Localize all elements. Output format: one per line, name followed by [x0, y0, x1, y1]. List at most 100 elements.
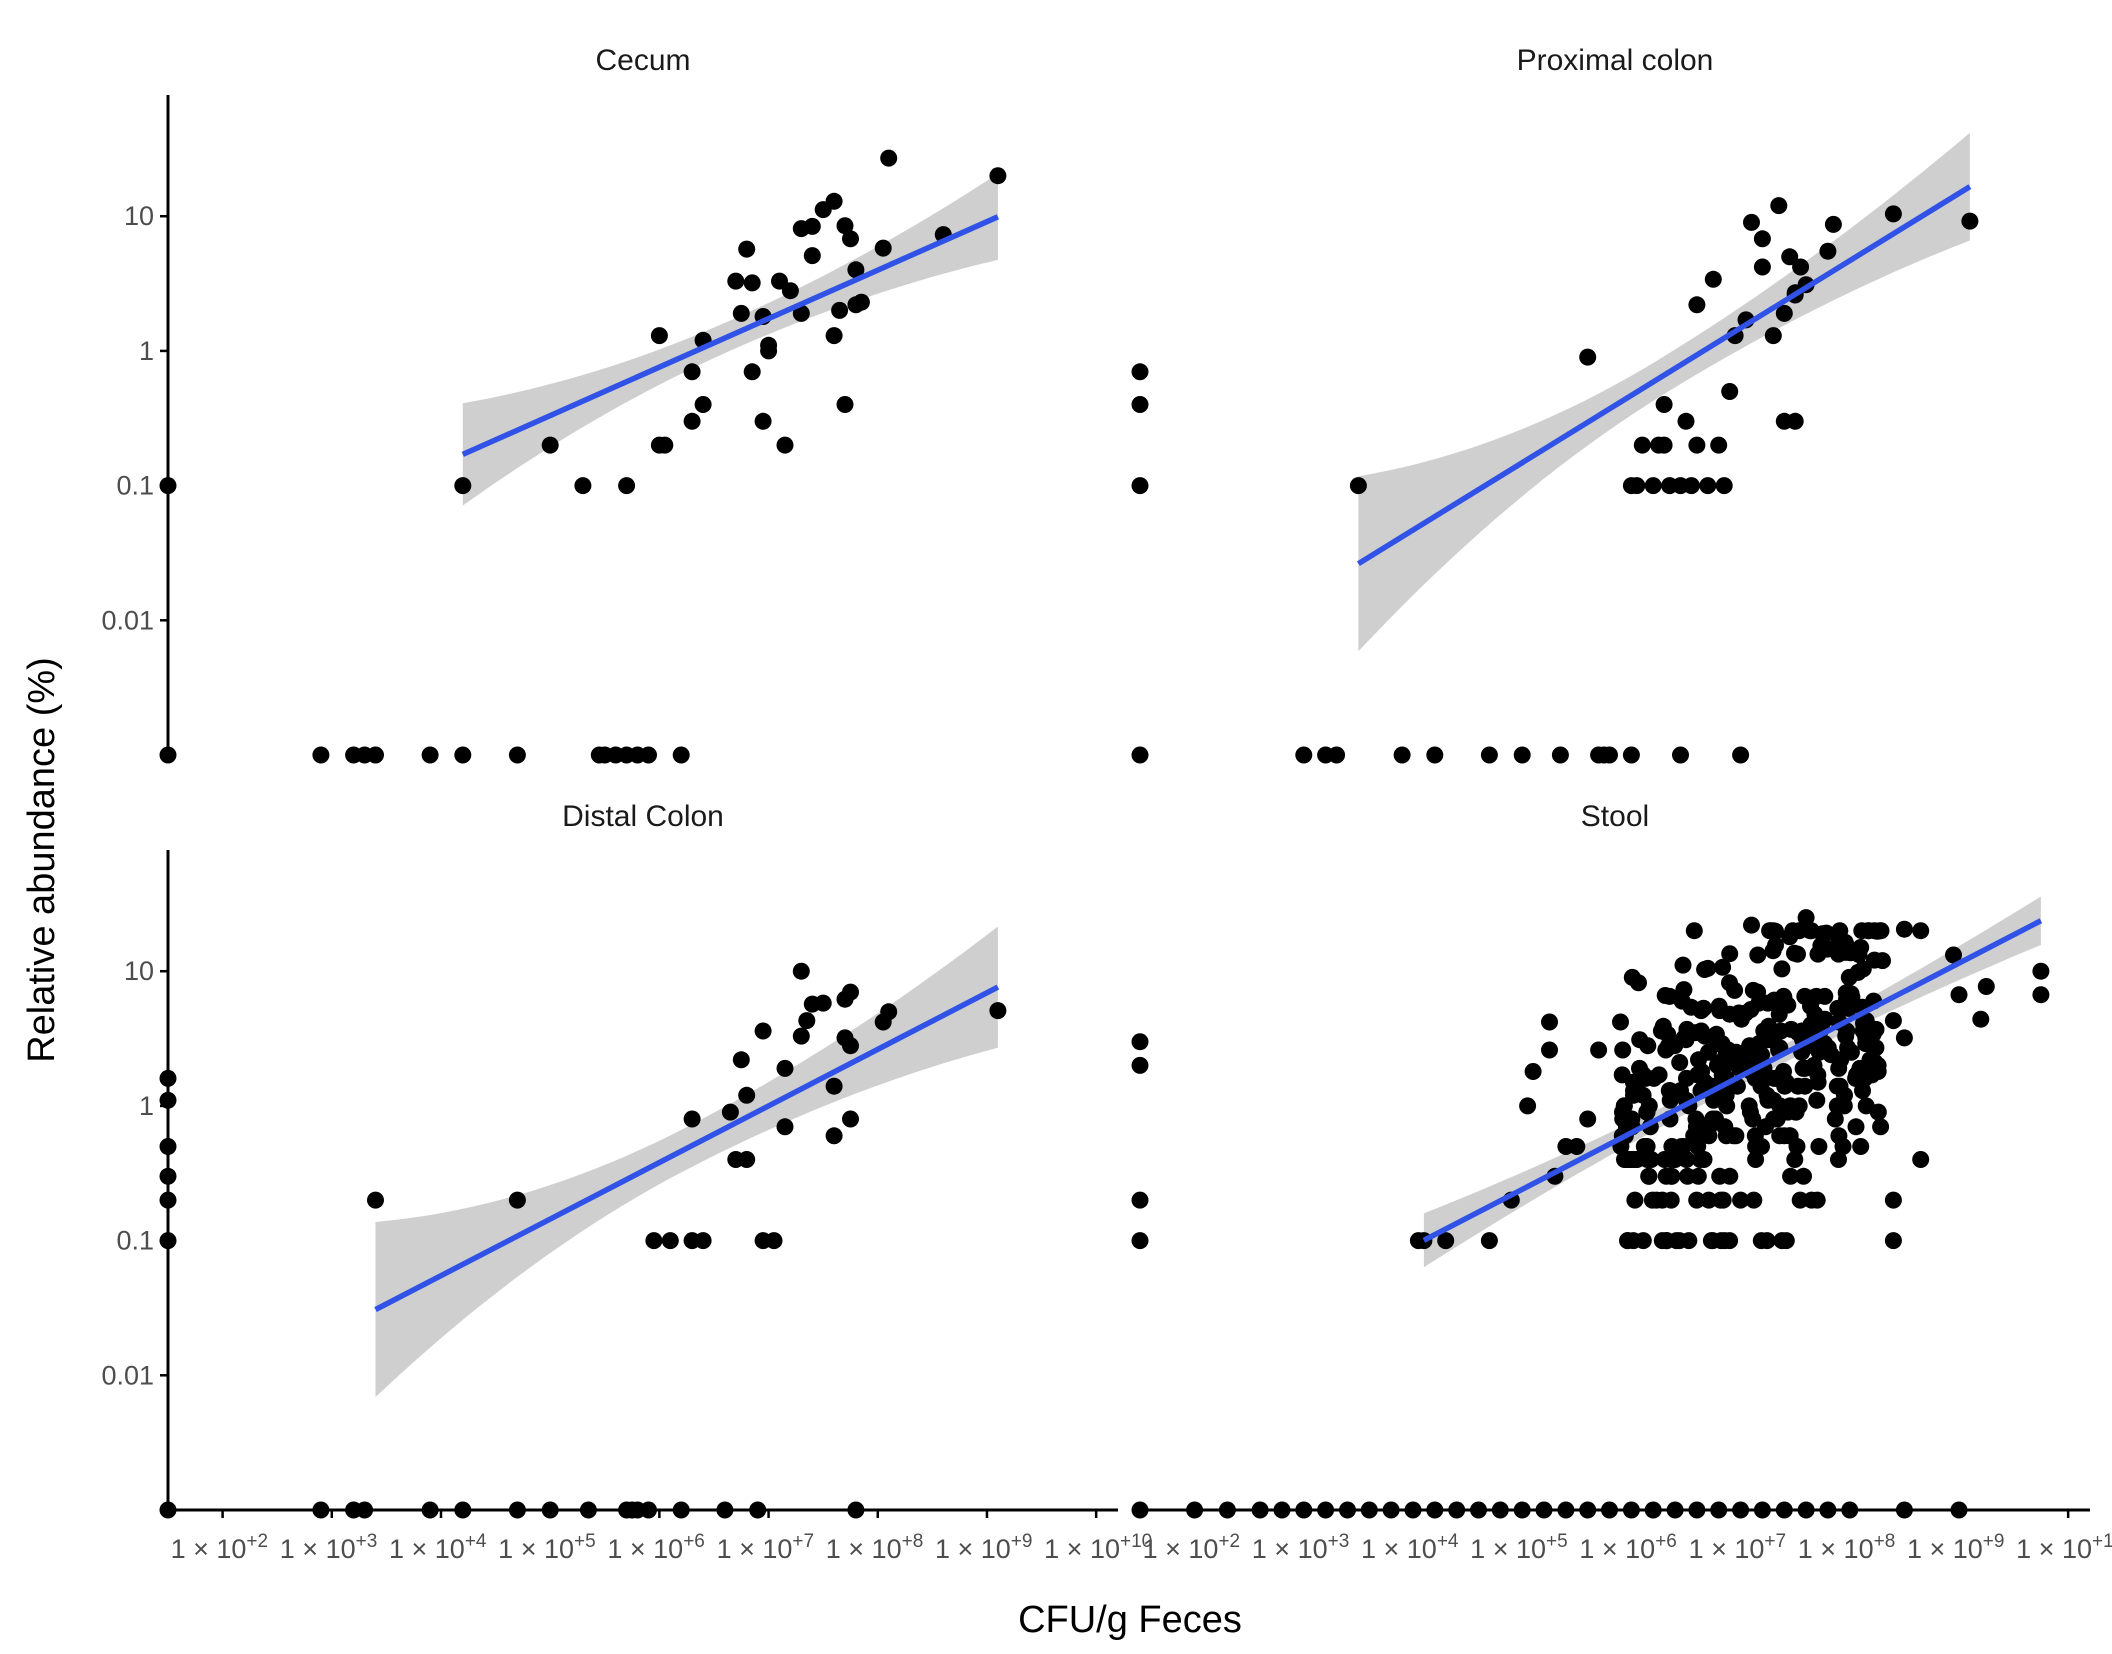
x-tick-label: 1 × 10+5 — [1470, 1531, 1568, 1564]
zero-point-proximal-colon — [1513, 746, 1531, 764]
fit-line-stool — [1422, 918, 2043, 1243]
data-point-stool — [1741, 1103, 1759, 1121]
data-point-stool — [1437, 1232, 1455, 1250]
data-point-stool — [1775, 1127, 1793, 1145]
data-point-stool — [1784, 922, 1802, 940]
data-point-stool — [1808, 1191, 1826, 1209]
zero-point-proximal-colon — [1131, 746, 1149, 764]
data-point-stool — [1640, 1167, 1658, 1185]
data-point-stool — [1625, 1086, 1642, 1104]
data-point-stool — [1721, 945, 1739, 963]
data-point-stool — [1674, 956, 1692, 974]
data-point-stool — [1912, 1151, 1930, 1168]
x-tick-label: 1 × 10+8 — [1798, 1531, 1896, 1564]
data-point-distal-colon — [880, 1003, 898, 1021]
data-point-cecum — [771, 272, 788, 290]
data-point-stool — [1650, 1066, 1668, 1084]
data-point-stool — [1842, 985, 1860, 1003]
y-axis-title: Relative abundance (%) — [21, 657, 63, 1063]
data-point-stool — [1623, 968, 1641, 986]
data-point-stool — [1624, 1232, 1642, 1250]
data-point-stool — [1912, 922, 1930, 940]
data-point-cecum — [989, 167, 1007, 185]
data-point-proximal-colon — [1819, 242, 1837, 260]
zero-point-proximal-colon — [1732, 746, 1750, 764]
y-tick-label: 0.01 — [101, 1360, 154, 1390]
data-point-stool — [1690, 1051, 1707, 1069]
data-point-stool — [1732, 1191, 1750, 1209]
data-point-stool — [1860, 922, 1878, 940]
x-tick-label: 1 × 10+7 — [717, 1531, 815, 1564]
data-point-stool — [1696, 961, 1714, 978]
data-point-proximal-colon — [1884, 205, 1902, 223]
data-point-cecum — [760, 336, 778, 354]
data-point-stool — [1711, 1002, 1729, 1020]
data-point-proximal-colon — [1655, 396, 1673, 413]
data-point-stool — [1854, 1082, 1871, 1100]
data-point-stool — [1662, 1167, 1680, 1185]
data-point-cecum — [880, 149, 898, 167]
data-point-stool — [1711, 1167, 1729, 1185]
data-point-cecum — [852, 293, 870, 311]
panel-title-distal-colon: Distal Colon — [562, 800, 724, 833]
data-point-proximal-colon — [1961, 212, 1979, 230]
data-point-distal-colon — [842, 983, 859, 1001]
data-point-distal-colon — [508, 1191, 526, 1209]
data-point-stool — [1840, 968, 1858, 986]
x-tick-label: 1 × 10+4 — [1361, 1531, 1459, 1564]
data-point-stool — [1745, 1191, 1763, 1209]
data-point-distal-colon — [765, 1232, 783, 1250]
data-point-proximal-colon — [1786, 412, 1804, 430]
panel-title-proximal-colon: Proximal colon — [1517, 44, 1714, 77]
zero-point-cecum — [640, 746, 657, 764]
data-point-stool — [1809, 1073, 1827, 1091]
data-point-cecum — [781, 282, 799, 300]
data-point-cecum — [847, 261, 865, 279]
data-point-stool — [1884, 1232, 1902, 1250]
data-point-stool — [1721, 974, 1738, 992]
data-point-proximal-colon — [1775, 304, 1793, 322]
data-point-distal-colon — [694, 1232, 712, 1250]
data-point-proximal-colon — [1633, 436, 1651, 454]
data-point-stool — [1662, 1191, 1680, 1209]
data-point-cecum — [743, 274, 761, 292]
data-point-stool — [1768, 1110, 1786, 1128]
y-tick-label: 10 — [124, 201, 154, 231]
data-point-stool — [1590, 1041, 1608, 1059]
data-point-distal-colon — [842, 1037, 859, 1055]
zero-point-proximal-colon — [1480, 746, 1498, 764]
data-point-stool — [1773, 960, 1791, 978]
panel-proximal-colon: Proximal colon — [1131, 44, 1979, 764]
data-point-stool — [1653, 1232, 1671, 1250]
data-point-stool — [1786, 1151, 1804, 1168]
x-tick-label: 1 × 10+10 — [2016, 1531, 2112, 1564]
data-point-stool — [1884, 1012, 1902, 1030]
data-point-proximal-colon — [1688, 436, 1706, 454]
data-point-stool — [1836, 933, 1854, 951]
data-point-proximal-colon — [1677, 412, 1695, 430]
data-point-cecum — [454, 477, 472, 495]
plot-area-distal-colon — [159, 926, 1007, 1519]
data-point-distal-colon — [842, 1110, 859, 1128]
data-point-stool — [1818, 940, 1836, 958]
data-point-stool — [1869, 1103, 1887, 1121]
data-point-stool — [1848, 1066, 1865, 1084]
x-tick-label: 1 × 10+5 — [498, 1531, 596, 1564]
data-point-cecum — [743, 363, 761, 381]
data-point-stool — [1685, 922, 1703, 940]
data-point-stool — [1767, 922, 1784, 940]
data-point-stool — [1787, 1103, 1805, 1121]
data-point-proximal-colon — [1579, 348, 1597, 366]
confidence-band-proximal-colon — [1358, 132, 1970, 652]
x-tick-label: 1 × 10+9 — [935, 1531, 1033, 1564]
plot-area-proximal-colon — [1131, 132, 1979, 764]
data-point-stool — [1678, 1151, 1695, 1168]
zero-point-cecum — [454, 746, 472, 764]
data-point-stool — [1829, 999, 1847, 1017]
data-point-stool — [1977, 978, 1995, 995]
data-point-proximal-colon — [1655, 436, 1673, 454]
data-point-stool — [1656, 987, 1674, 1004]
data-point-stool — [1638, 1151, 1656, 1168]
confidence-band-distal-colon — [375, 926, 998, 1398]
panel-distal-colon: Distal Colon — [159, 800, 1007, 1519]
